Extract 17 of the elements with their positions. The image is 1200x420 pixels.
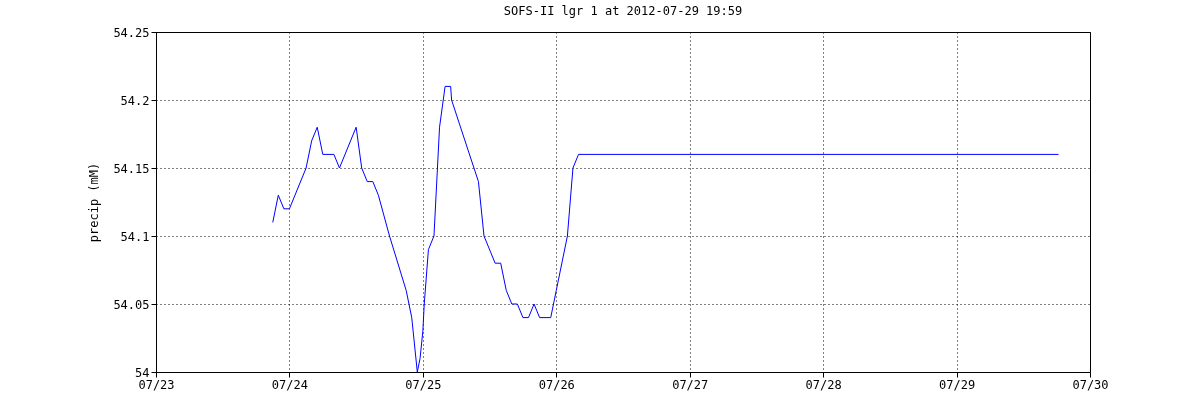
y-tick-label: 54.1 bbox=[120, 229, 150, 244]
y-tick-label: 54 bbox=[135, 365, 150, 380]
y-axis-title: precip (mM) bbox=[87, 162, 102, 243]
x-tick-label: 07/25 bbox=[405, 377, 442, 392]
x-tick-label: 07/24 bbox=[271, 377, 308, 392]
chart-title: SOFS-II lgr 1 at 2012-07-29 19:59 bbox=[503, 4, 743, 18]
y-tick-label: 54.05 bbox=[113, 297, 150, 312]
x-tick-label: 07/23 bbox=[138, 377, 175, 392]
x-tick-label: 07/27 bbox=[672, 377, 709, 392]
y-tick-label: 54.2 bbox=[120, 93, 150, 108]
x-tick-label: 07/28 bbox=[805, 377, 842, 392]
y-tick-label: 54.25 bbox=[113, 25, 150, 40]
line-series bbox=[272, 85, 1059, 373]
y-tick-label: 54.15 bbox=[113, 161, 150, 176]
x-tick-label: 07/26 bbox=[538, 377, 575, 392]
x-tick-label: 07/29 bbox=[939, 377, 976, 392]
x-tick-label: 07/30 bbox=[1072, 377, 1109, 392]
